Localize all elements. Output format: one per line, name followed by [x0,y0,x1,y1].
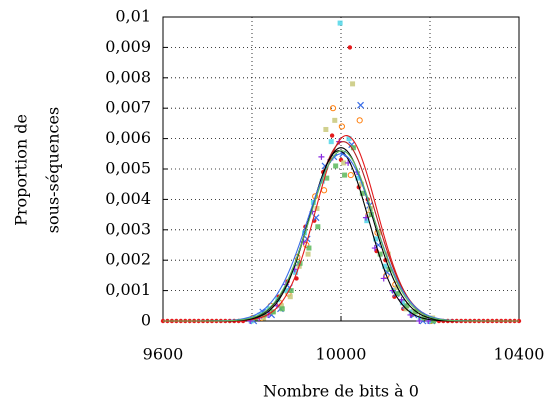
point [377,251,383,257]
point [315,224,321,230]
point [288,288,294,294]
point [270,309,276,315]
point [395,291,401,297]
point [287,294,293,300]
point [324,175,330,181]
point [337,20,343,26]
fit-curve [163,150,519,322]
y-tick-label: 0,002 [105,250,151,269]
point [333,163,339,169]
y-tick-label: 0,005 [105,159,151,178]
point [399,300,405,306]
point [329,105,337,112]
point [422,315,428,321]
point [323,126,329,132]
plot-frame [162,16,520,322]
y-tick-label: 0,006 [105,128,151,147]
y-tick-label: 0,001 [105,280,151,299]
y-axis-label: sous-séquences [44,107,63,233]
point [305,251,311,257]
fit-curve [163,150,519,322]
point [357,101,365,109]
point [380,275,387,282]
point [332,117,338,123]
point [342,172,348,178]
point [382,263,388,269]
point [314,206,320,212]
x-tick-label: 10400 [494,345,545,364]
y-tick-label: 0,01 [115,7,151,26]
point [338,123,345,130]
y-tick-label: 0,008 [105,67,151,86]
y-tick-label: 0,007 [105,98,151,117]
y-tick-label: 0,009 [105,37,151,56]
point [261,315,267,321]
y-tick-label: 0,004 [105,189,151,208]
point [373,236,379,242]
point [347,45,353,50]
point [350,81,356,87]
point [284,288,290,294]
point [346,136,352,142]
point [306,245,312,251]
point [417,315,423,321]
point [341,160,347,166]
fit-curve [163,141,519,322]
point [329,133,335,138]
point [279,306,285,312]
point [398,296,405,303]
point [359,190,365,196]
x-tick-label: 9600 [143,345,184,364]
point [416,318,423,324]
point [355,175,361,181]
point [404,303,410,309]
point [431,318,437,324]
point [278,303,284,309]
point [261,312,267,318]
point [350,145,356,151]
point [328,139,334,145]
point [320,187,328,194]
point [358,181,364,187]
point [356,117,363,124]
point [293,269,299,275]
x-axis-label: Nombre de bits à 0 [263,382,419,401]
point [408,309,414,315]
y-tick-label: 0,003 [105,219,151,238]
x-tick-label: 10000 [316,345,367,364]
point [318,153,325,160]
y-axis-label: Proportion de [12,114,31,226]
point [347,171,354,179]
point [364,218,370,224]
y-tick-label: 0 [141,311,151,330]
